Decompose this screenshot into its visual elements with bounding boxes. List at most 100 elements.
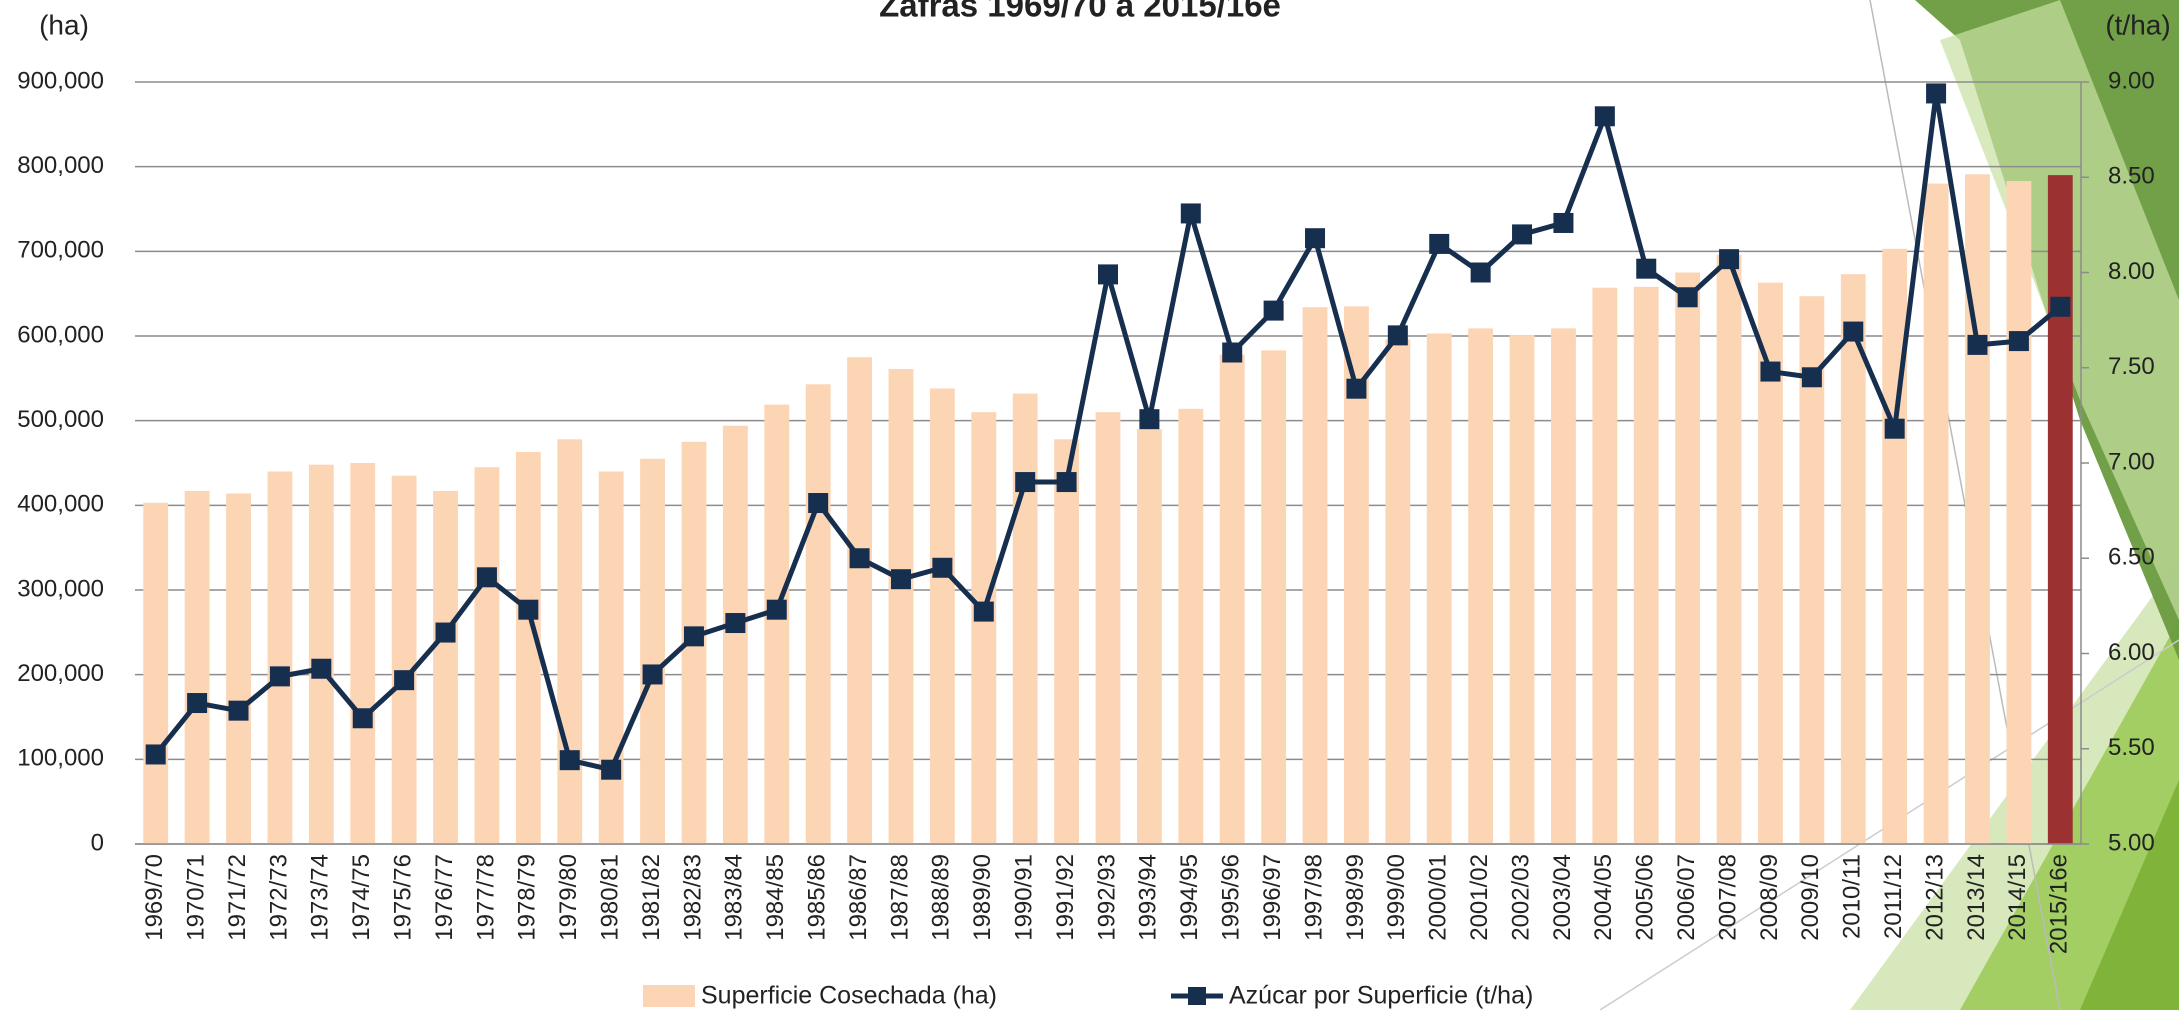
bar <box>474 467 500 844</box>
marker <box>2050 296 2071 317</box>
x-tick-label: 1982/83 <box>679 854 706 941</box>
marker <box>1884 418 1905 439</box>
y-tick-label: 400,000 <box>17 491 104 518</box>
y2-tick-label: 8.50 <box>2108 163 2155 190</box>
bar <box>1012 393 1038 844</box>
bar <box>350 463 376 844</box>
marker <box>1594 106 1615 127</box>
marker <box>683 626 704 647</box>
marker <box>1180 203 1201 224</box>
x-tick-label: 2010/11 <box>1839 854 1866 939</box>
x-tick-label: 1985/86 <box>804 854 831 941</box>
x-tick-label: 2009/10 <box>1797 854 1824 941</box>
x-tick-label: 2014/15 <box>2004 854 2031 941</box>
x-tick-label: 1989/90 <box>969 854 996 941</box>
marker <box>145 744 166 765</box>
bar <box>1633 286 1659 845</box>
y-tick-label: 900,000 <box>17 67 104 94</box>
x-tick-label: 2002/03 <box>1507 854 1534 941</box>
marker <box>849 548 870 569</box>
x-tick-label: 2001/02 <box>1466 854 1493 941</box>
legend: Superficie Cosechada (ha) Azúcar por Supe… <box>643 982 1533 1010</box>
bar <box>2006 181 2032 844</box>
x-tick-label: 1975/76 <box>389 854 416 941</box>
marker <box>1305 228 1326 249</box>
x-tick-label: 2013/14 <box>1963 854 1990 941</box>
bar <box>847 357 872 844</box>
legend-swatch <box>643 985 695 1007</box>
bar <box>557 439 583 844</box>
y2-tick-label: 9.00 <box>2108 67 2155 94</box>
marker <box>518 599 539 620</box>
x-tick-label: 1986/87 <box>845 854 872 941</box>
marker <box>435 622 456 643</box>
bar <box>1426 333 1452 844</box>
bar <box>1551 328 1576 844</box>
marker <box>890 569 911 590</box>
x-tick-label: 2003/04 <box>1549 854 1576 941</box>
marker <box>973 601 994 622</box>
chart-title: Zafras 1969/70 a 2015/16e <box>879 0 1281 24</box>
x-tick-label: 1993/94 <box>1135 854 1162 941</box>
bar <box>929 388 955 844</box>
bar <box>1261 350 1287 844</box>
bar <box>764 404 790 844</box>
y-tick-label: 100,000 <box>17 745 104 772</box>
x-tick-label: 1978/79 <box>514 854 541 941</box>
bar <box>184 490 210 844</box>
bar <box>391 475 417 844</box>
x-tick-label: 1996/97 <box>1259 854 1286 941</box>
x-tick-label: 1990/91 <box>1011 854 1038 941</box>
marker <box>1263 300 1284 321</box>
y2-tick-label: 8.00 <box>2108 258 2155 285</box>
x-tick-label: 1983/84 <box>721 854 748 941</box>
marker <box>394 670 415 691</box>
bar <box>888 369 914 844</box>
bar <box>1965 174 1990 844</box>
marker <box>1098 264 1118 285</box>
bar <box>1054 439 1080 844</box>
bar <box>1385 339 1411 844</box>
x-tick-label: 1970/71 <box>182 854 209 941</box>
bar <box>267 471 293 844</box>
x-tick-label: 2006/07 <box>1673 854 1700 941</box>
y-tick-label: 300,000 <box>17 575 104 602</box>
marker <box>1553 212 1574 233</box>
x-tick-label: 2000/01 <box>1425 854 1452 941</box>
y2-tick-label: 5.00 <box>2108 829 2155 856</box>
y-axis-label: (ha) <box>39 9 89 40</box>
decoration <box>1599 0 2179 1010</box>
x-tick-label: 2004/05 <box>1590 854 1617 941</box>
x-tick-label: 2007/08 <box>1714 854 1741 941</box>
x-tick-label: 1995/96 <box>1218 854 1245 941</box>
marker <box>1967 334 1988 355</box>
x-tick-label: 1981/82 <box>638 854 665 941</box>
y2-tick-label: 7.50 <box>2108 353 2155 380</box>
marker <box>1470 262 1491 283</box>
marker <box>1636 258 1657 279</box>
x-tick-label: 1998/99 <box>1342 854 1369 941</box>
legend-label: Superficie Cosechada (ha) <box>701 982 997 1010</box>
bar <box>1136 429 1162 844</box>
x-tick-label: 1987/88 <box>886 854 913 941</box>
x-tick-label: 1973/74 <box>307 854 334 941</box>
y2-axis-label: (t/ha) <box>2105 9 2170 40</box>
marker <box>2008 331 2029 352</box>
bar <box>805 384 831 844</box>
marker <box>1346 378 1367 399</box>
x-tick-label: 1971/72 <box>224 854 251 941</box>
bar <box>1923 183 1949 845</box>
y2-tick-label: 7.00 <box>2108 448 2155 475</box>
bar <box>226 493 251 844</box>
marker <box>1843 321 1864 342</box>
marker <box>1512 224 1533 245</box>
x-tick-label: 1976/77 <box>431 854 458 941</box>
x-tick-label: 1999/00 <box>1383 854 1410 941</box>
marker <box>808 493 829 514</box>
y-tick-label: 0 <box>91 829 104 856</box>
bar <box>1675 272 1701 844</box>
marker <box>228 700 249 721</box>
x-tick-label: 1972/73 <box>265 854 292 941</box>
marker <box>766 599 787 620</box>
marker <box>1015 472 1036 493</box>
